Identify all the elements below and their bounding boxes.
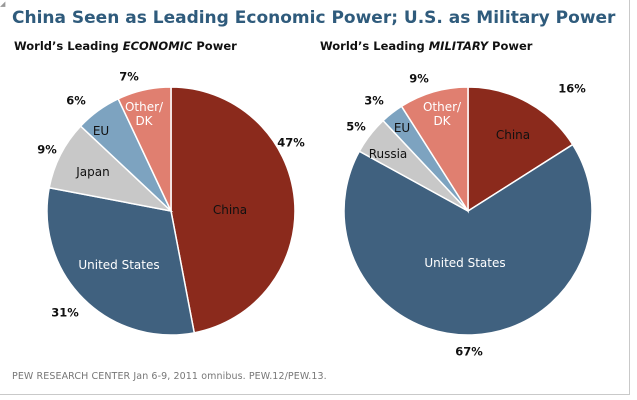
military-value-russia: 5% xyxy=(346,120,366,134)
military-slice-other-dk xyxy=(400,86,469,214)
military-label-eu: EU xyxy=(394,121,410,135)
military-value-eu: 3% xyxy=(364,94,384,108)
military-slice-united-states xyxy=(343,143,593,336)
military-title-suffix: Power xyxy=(488,39,533,53)
military-value-china: 16% xyxy=(558,82,586,96)
economic-label-china: China xyxy=(213,203,247,217)
military-label-other-dk: Other/DK xyxy=(423,100,462,128)
corner-marker-icon: ◢ xyxy=(0,0,6,8)
economic-title-emphasis: ECONOMIC xyxy=(122,39,193,53)
military-label-china: China xyxy=(496,128,530,142)
military-value-united-states: 67% xyxy=(455,345,483,359)
economic-value-eu: 6% xyxy=(66,94,86,108)
economic-label-eu: EU xyxy=(93,124,109,138)
economic-slice-china xyxy=(170,86,296,334)
military-slice-china xyxy=(467,86,574,213)
military-chart-title: World’s Leading MILITARY Power xyxy=(320,39,532,53)
page-title: China Seen as Leading Economic Power; U.… xyxy=(12,8,616,28)
economic-value-other-dk: 7% xyxy=(119,70,139,84)
military-value-other-dk: 9% xyxy=(409,72,429,86)
economic-value-china: 47% xyxy=(277,136,305,150)
economic-slice-other-dk xyxy=(117,86,172,212)
military-title-prefix: World’s Leading xyxy=(320,39,429,53)
chart-frame xyxy=(0,0,630,395)
economic-title-suffix: Power xyxy=(192,39,237,53)
economic-value-united-states: 31% xyxy=(51,306,79,320)
economic-title-prefix: World’s Leading xyxy=(14,39,123,53)
economic-label-japan: Japan xyxy=(75,165,109,179)
economic-label-other-dk: Other/DK xyxy=(125,100,164,128)
economic-chart-title: World’s Leading ECONOMIC Power xyxy=(14,39,237,53)
economic-slice-united-states xyxy=(46,186,196,336)
military-label-united-states: United States xyxy=(424,256,505,270)
economic-pie: China 47% United States 31% Japan 9% EU 6% Other… xyxy=(37,70,305,336)
economic-label-united-states: United States xyxy=(78,258,159,272)
economic-value-japan: 9% xyxy=(37,143,57,157)
military-label-russia: Russia xyxy=(369,147,408,161)
source-note: PEW RESEARCH CENTER Jan 6-9, 2011 omnibu… xyxy=(12,371,327,382)
military-title-emphasis: MILITARY xyxy=(428,39,489,53)
